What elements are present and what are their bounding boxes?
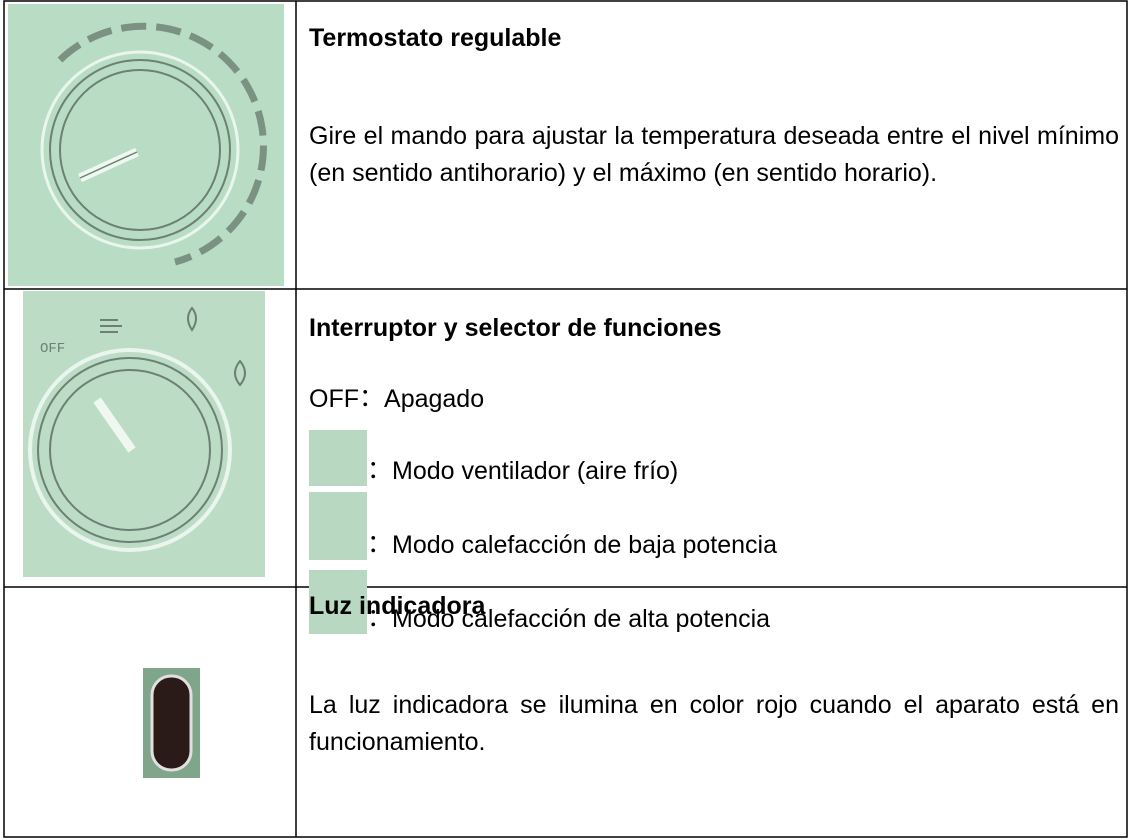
separator: ： [359, 384, 385, 412]
item-text: Apagado [384, 385, 485, 413]
row-title: Termostato regulable [309, 24, 562, 52]
row-description: La luz indicadora se ilumina en color ro… [309, 691, 1119, 756]
row-description: Gire el mando para ajustar la temperatur… [309, 122, 1119, 187]
row-title: Luz indicadora [309, 592, 486, 620]
icon [309, 492, 367, 560]
item-label: OFF [309, 385, 359, 413]
icon [309, 430, 367, 486]
list-item: ： Modo ventilador (aire frío) [309, 430, 678, 486]
separator: ： [367, 604, 393, 632]
item-text: Modo calefacción de alta potencia [392, 605, 771, 633]
list-item: ： Modo calefacción de baja potencia [309, 492, 777, 560]
item-text: Modo calefacción de baja potencia [392, 531, 778, 559]
separator: ： [367, 530, 393, 558]
image-label: OFF [40, 341, 65, 357]
item-text: Modo ventilador (aire frío) [392, 457, 679, 485]
icon [309, 570, 367, 634]
row-title: Interruptor y selector de funciones [309, 314, 722, 342]
separator: ： [367, 456, 393, 484]
list-item: ： Modo calefacción de alta potencia [309, 570, 770, 634]
list-item: OFF： Apagado [309, 378, 484, 414]
